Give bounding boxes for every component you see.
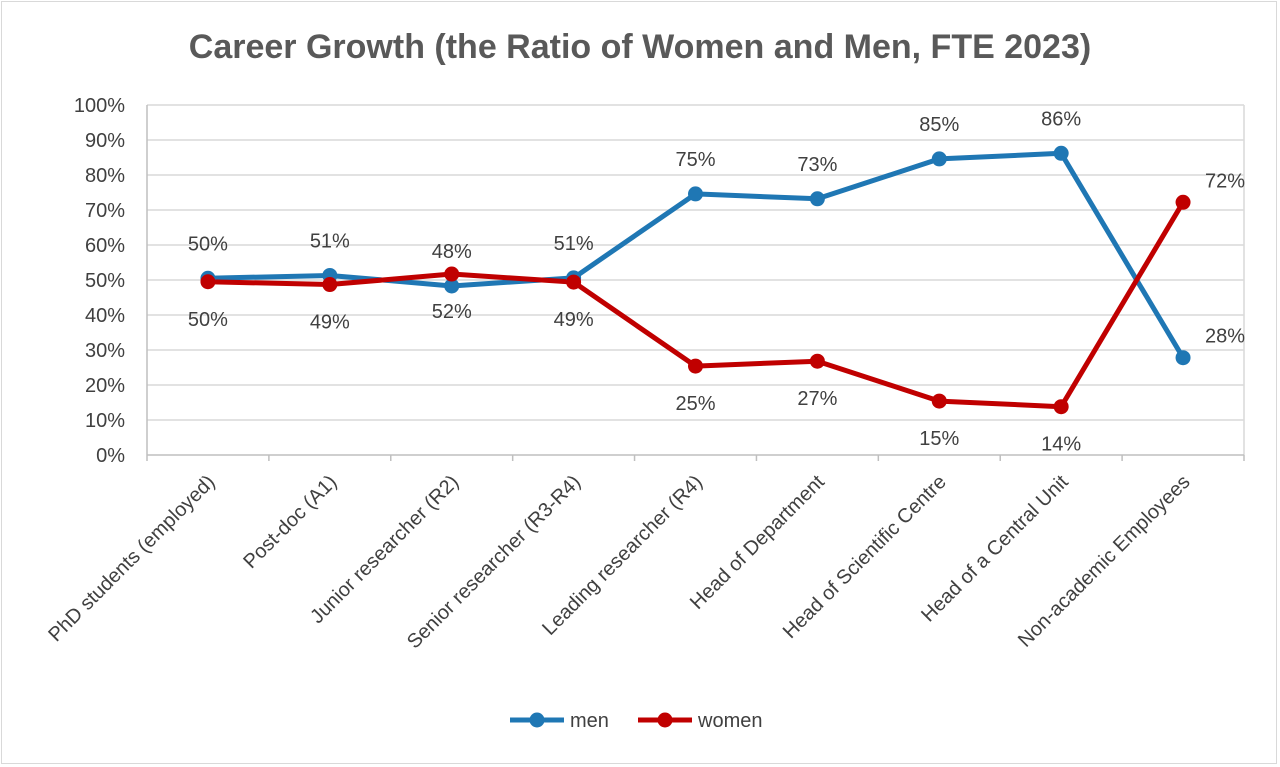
data-point-women <box>322 277 338 293</box>
y-tick-label: 30% <box>85 340 125 362</box>
data-label-women: 25% <box>675 393 715 415</box>
data-point-men <box>1175 350 1191 366</box>
legend: men women <box>510 710 762 732</box>
data-point-women <box>1175 194 1191 210</box>
data-label-women: 50% <box>188 309 228 331</box>
chart-title: Career Growth (the Ratio of Women and Me… <box>188 28 1092 66</box>
series-line-women <box>205 199 1186 410</box>
data-label-women: 14% <box>1041 434 1081 456</box>
data-point-women <box>688 358 703 374</box>
data-label-men: 75% <box>675 149 715 171</box>
data-point-women <box>809 353 825 369</box>
data-point-women <box>931 393 947 409</box>
x-tick-label: Head of Department <box>686 471 829 614</box>
y-tick-label: 0% <box>96 445 125 467</box>
data-point-women <box>200 274 216 290</box>
data-label-men: 73% <box>797 154 837 176</box>
data-label-men: 85% <box>919 114 959 136</box>
data-label-men: 28% <box>1205 326 1245 348</box>
y-tick-label: 20% <box>85 375 125 397</box>
data-label-women: 49% <box>554 309 594 331</box>
series-lines <box>200 145 1191 415</box>
legend-marker-men <box>529 712 545 728</box>
data-label-women: 27% <box>797 388 837 410</box>
y-tick-label: 50% <box>85 270 125 292</box>
data-label-men: 51% <box>310 230 350 252</box>
y-tick-label: 90% <box>85 130 125 152</box>
data-point-women <box>1053 399 1069 415</box>
series-line-men <box>205 150 1186 361</box>
data-point-men <box>1053 145 1069 161</box>
data-labels: 50% 51% 48% 51% 75% 73% 85% 86% 28% 50% 49% 52% 49% 2… <box>188 108 1245 455</box>
x-tick-label: PhD students (employed) <box>44 471 219 646</box>
y-tick-label: 60% <box>85 235 125 257</box>
data-label-men: 48% <box>432 241 472 263</box>
data-label-men: 86% <box>1041 108 1081 130</box>
data-point-women <box>566 274 582 290</box>
data-label-women: 15% <box>919 428 959 450</box>
data-point-men <box>688 186 703 202</box>
legend-marker-women <box>657 712 673 728</box>
data-point-women <box>444 266 460 282</box>
x-axis: PhD students (employed) Post-doc (A1)Juni… <box>44 455 1245 653</box>
data-label-men: 51% <box>554 233 594 255</box>
data-point-men <box>809 191 825 207</box>
data-label-women: 72% <box>1205 170 1245 192</box>
y-tick-label: 100% <box>74 95 125 117</box>
y-tick-label: 10% <box>85 410 125 432</box>
y-tick-label: 80% <box>85 165 125 187</box>
legend-label-men: men <box>570 710 609 732</box>
y-tick-label: 70% <box>85 200 125 222</box>
y-tick-label: 40% <box>85 305 125 327</box>
legend-label-women: women <box>697 710 762 732</box>
data-label-women: 52% <box>432 301 472 323</box>
data-point-men <box>444 278 460 294</box>
data-label-women: 49% <box>310 312 350 334</box>
data-label-men: 50% <box>188 233 228 255</box>
x-tick-label: Post-doc (A1) <box>239 471 341 573</box>
data-point-men <box>931 151 947 167</box>
gridlines <box>147 104 1245 455</box>
y-axis: 0% 10% 20% 30% 40% 50% 60% 70% 80% 90% 100% <box>74 95 1244 467</box>
